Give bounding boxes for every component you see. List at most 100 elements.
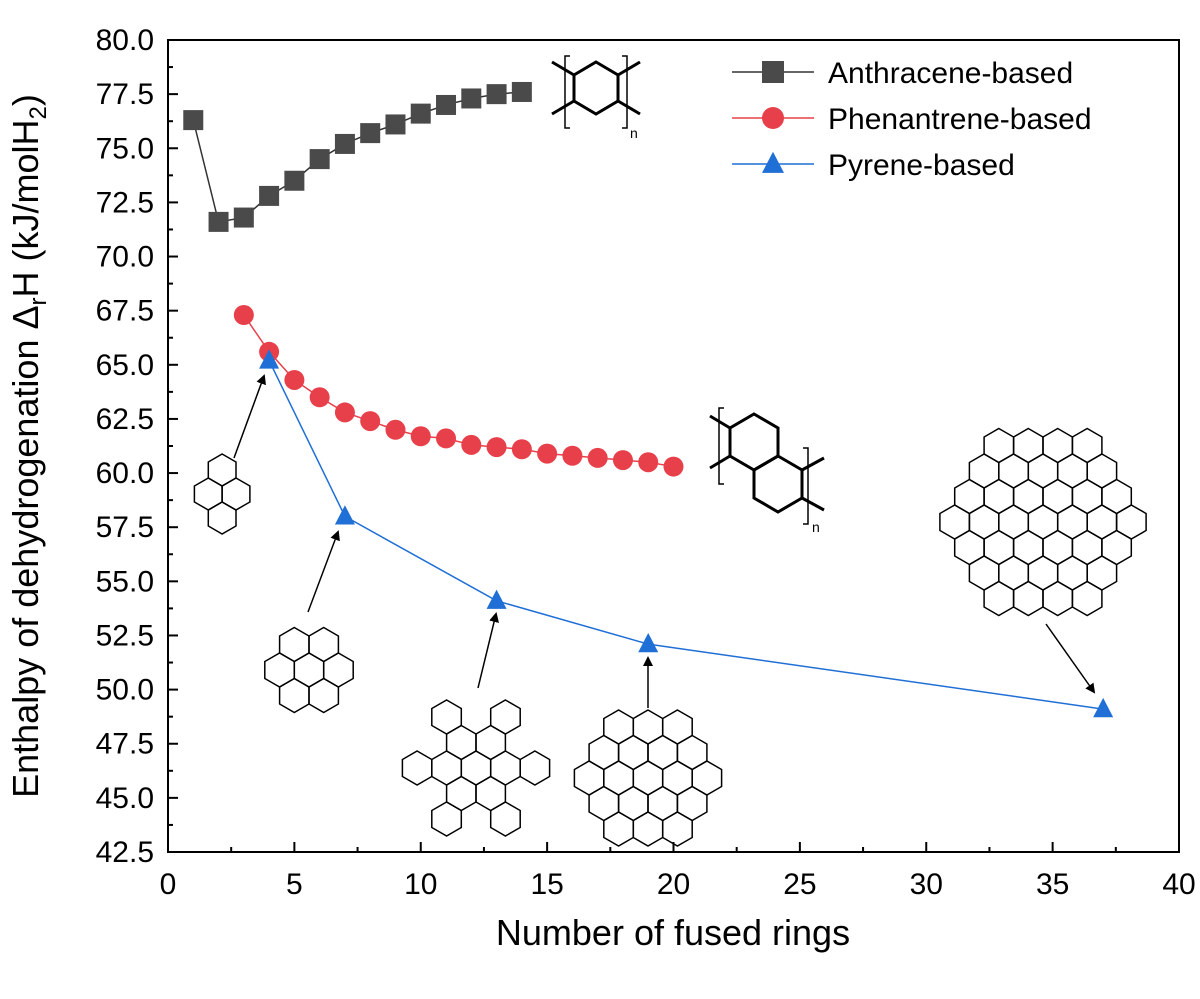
structure-illustrations: n n: [193, 55, 1147, 847]
data-point: [612, 450, 633, 471]
data-point: [537, 443, 558, 464]
data-point: [436, 94, 457, 115]
x-tick-label: 30: [910, 868, 943, 901]
legend: Anthracene-based Phenantrene-based Pyrene-…: [732, 57, 1092, 182]
series-line: [243, 314, 674, 468]
y-tick-label: 65.0: [96, 349, 154, 382]
x-tick-label: 5: [286, 868, 303, 901]
data-point: [562, 445, 583, 466]
y-tick-label: 72.5: [96, 186, 154, 219]
hexagon-ring: [489, 801, 521, 837]
x-tick-labels: 0 5 10 15 20 25 30 35 40: [160, 868, 1196, 901]
y-tick-label: 45.0: [96, 782, 154, 815]
y-tick-label: 60.0: [96, 457, 154, 490]
hexagon-ring: [489, 699, 521, 735]
y-axis-title-sub-r: r: [25, 297, 52, 305]
pyrene-4-rings-icon: [193, 453, 251, 535]
legend-entry: Pyrene-based: [732, 149, 1015, 182]
data-point: [410, 426, 431, 447]
y-tick-label: 62.5: [96, 403, 154, 436]
y-axis-title: Enthalpy of dehydrogenation ΔrH (kJ/molH…: [5, 94, 52, 798]
data-point: [334, 505, 355, 525]
legend-label: Anthracene-based: [828, 57, 1073, 90]
legend-marker: [762, 151, 784, 173]
hexagon-ring: [207, 501, 237, 535]
legend-label: Phenantrene-based: [828, 103, 1092, 136]
data-point: [385, 419, 406, 440]
x-tick-label: 0: [160, 868, 177, 901]
y-tick-label: 52.5: [96, 619, 154, 652]
data-point: [587, 447, 608, 468]
legend-entry: Phenantrene-based: [732, 103, 1092, 136]
y-axis-title-main: Enthalpy of dehydrogenation Δ: [5, 305, 46, 797]
x-tick-label: 20: [657, 868, 690, 901]
data-point: [385, 114, 406, 135]
pyrene-13-rings-icon: [401, 699, 551, 837]
arrow-37-rings: [1045, 623, 1096, 694]
y-axis-title-close: ): [5, 94, 46, 106]
data-point: [183, 110, 204, 131]
data-point: [309, 387, 330, 408]
phenantrene-subscript-n: n: [812, 519, 820, 535]
data-point: [284, 369, 305, 390]
data-point: [486, 84, 507, 105]
x-axis-title: Number of fused rings: [496, 912, 850, 953]
arrow-13-rings: [477, 612, 499, 689]
hexagon-ring: [519, 750, 551, 786]
legend-entry: Anthracene-based: [732, 57, 1073, 90]
data-point: [360, 123, 381, 144]
data-point: [259, 349, 280, 369]
hexagon-ring: [1115, 504, 1147, 540]
data-point: [461, 434, 482, 455]
arrow-7-rings: [307, 530, 340, 613]
y-tick-label: 80.0: [96, 24, 154, 57]
x-tick-label: 15: [530, 868, 563, 901]
hexagon-ring: [322, 652, 354, 688]
axis-ticks: [167, 39, 1180, 853]
data-point: [511, 439, 532, 460]
hexagon-ring: [401, 750, 433, 786]
data-point: [486, 589, 507, 609]
data-point: [309, 149, 330, 170]
data-point: [1093, 697, 1114, 718]
data-point: [233, 304, 254, 325]
data-point: [461, 88, 482, 109]
data-point: [334, 402, 355, 423]
x-tick-label: 25: [783, 868, 816, 901]
anthracene-brackets: [564, 55, 628, 129]
y-tick-label: 57.5: [96, 511, 154, 544]
x-tick-label: 40: [1162, 868, 1195, 901]
legend-marker: [762, 61, 784, 83]
data-point: [360, 411, 381, 432]
x-tick-label: 10: [404, 868, 437, 901]
pyrene-19-rings-icon: [573, 709, 723, 847]
pyrene-37-rings-icon: [939, 427, 1147, 617]
data-point: [233, 207, 254, 228]
series-layer: [183, 81, 1114, 718]
data-point: [334, 133, 355, 154]
data-point: [284, 170, 305, 191]
data-point: [208, 211, 229, 232]
y-tick-labels: 42.5 45.0 47.5 50.0 52.5 55.0 57.5 60.0 62.5 65.0…: [96, 24, 154, 869]
hexagon-ring: [489, 750, 521, 786]
pyrene-7-rings-icon: [264, 626, 354, 714]
data-point: [410, 103, 431, 124]
series-line: [192, 91, 522, 223]
series-square: [183, 81, 532, 232]
hexagon-ring: [691, 760, 723, 796]
data-point: [638, 452, 659, 473]
data-point: [638, 632, 659, 653]
y-tick-label: 67.5: [96, 295, 154, 328]
hexagon-ring: [431, 801, 463, 837]
legend-marker: [762, 107, 784, 129]
x-tick-label: 35: [1036, 868, 1069, 901]
data-point: [259, 185, 280, 206]
y-tick-label: 75.0: [96, 132, 154, 165]
phenantrene-brackets: [718, 407, 809, 525]
data-point: [486, 437, 507, 458]
data-point: [436, 428, 457, 449]
y-tick-label: 55.0: [96, 565, 154, 598]
y-tick-label: 70.0: [96, 241, 154, 274]
